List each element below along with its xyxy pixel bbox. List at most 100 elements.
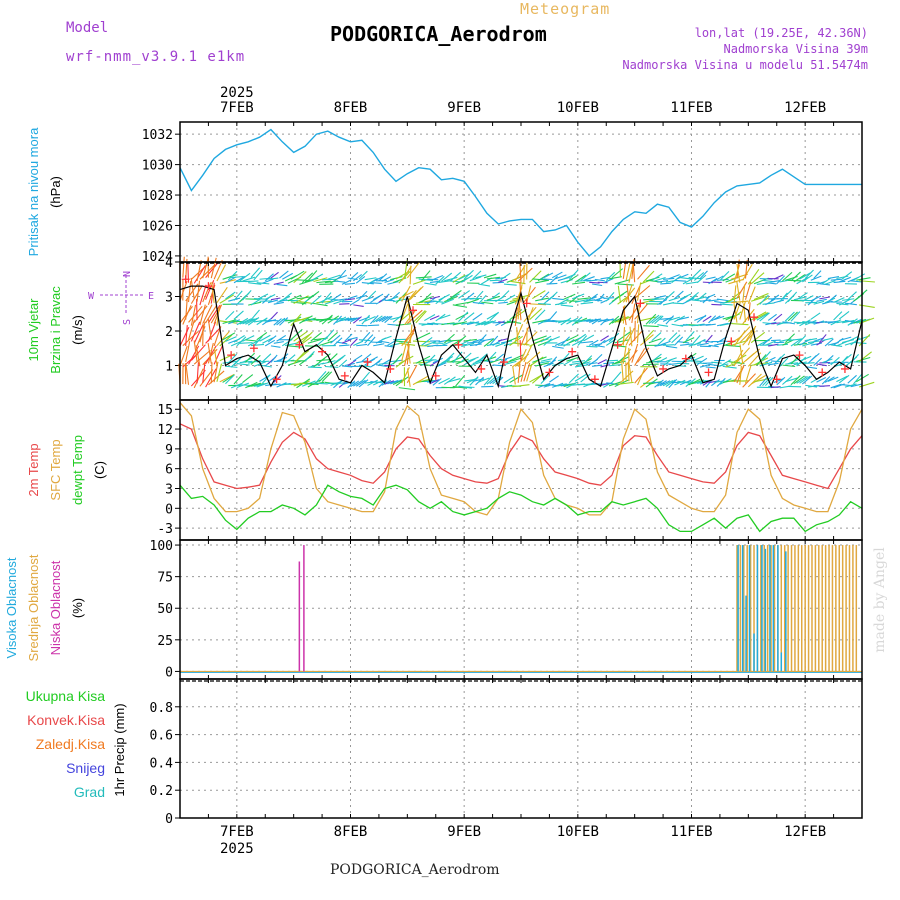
wind-arrow	[500, 356, 512, 361]
wind-arrow	[179, 345, 188, 366]
wind-arrow	[693, 271, 705, 281]
wind-arrow	[597, 339, 606, 347]
wind-arrow	[682, 297, 695, 305]
wind-arrow	[213, 345, 224, 365]
wind-arrow	[216, 363, 223, 382]
wind-arrow	[662, 379, 674, 387]
wind-arrow	[753, 378, 770, 383]
wind-arrow	[279, 317, 289, 326]
wind-arrow	[245, 317, 258, 325]
wind-arrow	[188, 305, 203, 323]
wind-arrow	[651, 353, 662, 363]
wind-arrow	[227, 353, 238, 364]
wind-arrow	[313, 382, 328, 385]
wind-arrow	[529, 308, 543, 321]
wind-arrow	[443, 333, 455, 344]
wind-arrow	[495, 342, 506, 347]
wind-arrow	[833, 297, 845, 303]
wind-arrow	[350, 380, 360, 388]
wind-arrow	[290, 270, 305, 280]
wind-arrow	[264, 339, 276, 347]
wind-arrow	[233, 275, 246, 284]
wind-arrow	[660, 282, 672, 285]
wind-arrow	[648, 338, 662, 344]
wind-arrow	[438, 339, 451, 343]
wind-arrow	[216, 331, 230, 347]
wind-arrow	[841, 271, 853, 280]
wind-arrow	[568, 269, 579, 280]
wind-arrow	[560, 336, 570, 346]
xtick-label-top: 8FEB	[334, 100, 368, 116]
wind-arrow	[250, 343, 265, 347]
wind-arrow	[398, 290, 414, 300]
wind-arrow	[373, 343, 385, 347]
wind-arrow	[850, 383, 863, 388]
wind-arrow	[225, 291, 236, 300]
wind-arrow	[341, 338, 352, 344]
wind-arrow	[838, 311, 850, 320]
wind-arrow	[472, 312, 483, 321]
ytick-label-precip: 0.4	[150, 756, 174, 771]
wind-arrow	[361, 353, 372, 362]
wind-arrow	[853, 318, 867, 324]
wind-arrow	[503, 360, 517, 366]
wind-arrow	[685, 331, 695, 342]
wind-arrow	[503, 294, 516, 302]
wind-arrow	[770, 294, 780, 302]
wind-arrow	[841, 353, 852, 363]
wind-arrow	[193, 305, 208, 323]
wind-arrow	[321, 292, 332, 304]
wind-arrow	[759, 312, 770, 322]
wind-arrow	[503, 375, 516, 384]
wind-arrow	[196, 362, 199, 384]
wind-arrow	[751, 295, 768, 302]
wind-arrow	[716, 298, 729, 302]
wind-arrow	[205, 327, 221, 344]
wind-arrow	[648, 314, 660, 324]
wind-arrow	[415, 332, 431, 341]
wind-arrow	[784, 333, 796, 344]
xtick-label-top: 12FEB	[784, 100, 826, 116]
wind-arrow	[225, 336, 237, 342]
wind-arrow	[196, 280, 201, 302]
wind-arrow	[287, 316, 302, 324]
wind-arrow	[654, 276, 666, 282]
wind-arrow	[540, 358, 553, 362]
ytick-label-clouds: 100	[150, 539, 173, 554]
wind-arrow	[207, 304, 221, 324]
wind-arrow	[443, 352, 455, 363]
wind-arrow	[753, 292, 769, 300]
wind-arrow	[307, 270, 318, 282]
wind-arrow	[239, 342, 253, 344]
xtick-label-bottom: 8FEB	[334, 824, 368, 840]
wind-arrow	[824, 280, 836, 285]
wind-arrow	[403, 260, 408, 280]
wind-arrow	[429, 295, 440, 300]
wind-arrow	[250, 267, 261, 278]
wind-arrow	[546, 282, 558, 285]
wind-arrow	[552, 345, 564, 349]
wind-arrow	[787, 291, 798, 303]
ytick-label-pressure: 1026	[142, 219, 173, 234]
wind-arrow	[477, 334, 487, 344]
ylabel-wind-1: Brzina i Pravac	[48, 286, 63, 374]
wind-arrow	[571, 316, 583, 326]
wind-arrow	[642, 270, 655, 283]
wind-arrow	[665, 291, 675, 300]
wind-arrow	[310, 362, 325, 368]
wind-arrow	[370, 341, 382, 344]
ytick-label-temperature: 3	[165, 482, 173, 497]
wind-arrow	[319, 340, 333, 347]
wind-arrow	[438, 314, 451, 320]
wind-arrow	[441, 298, 454, 305]
wind-arrow	[205, 368, 217, 388]
wind-arrow	[711, 303, 722, 306]
wind-arrow	[830, 356, 840, 366]
wind-arrow	[580, 301, 594, 305]
gust-marker	[750, 313, 759, 322]
wind-arrow	[519, 261, 522, 283]
wind-arrow	[270, 297, 281, 301]
wind-arrow	[742, 263, 753, 281]
wind-arrow	[591, 364, 603, 367]
wind-arrow	[190, 344, 206, 361]
